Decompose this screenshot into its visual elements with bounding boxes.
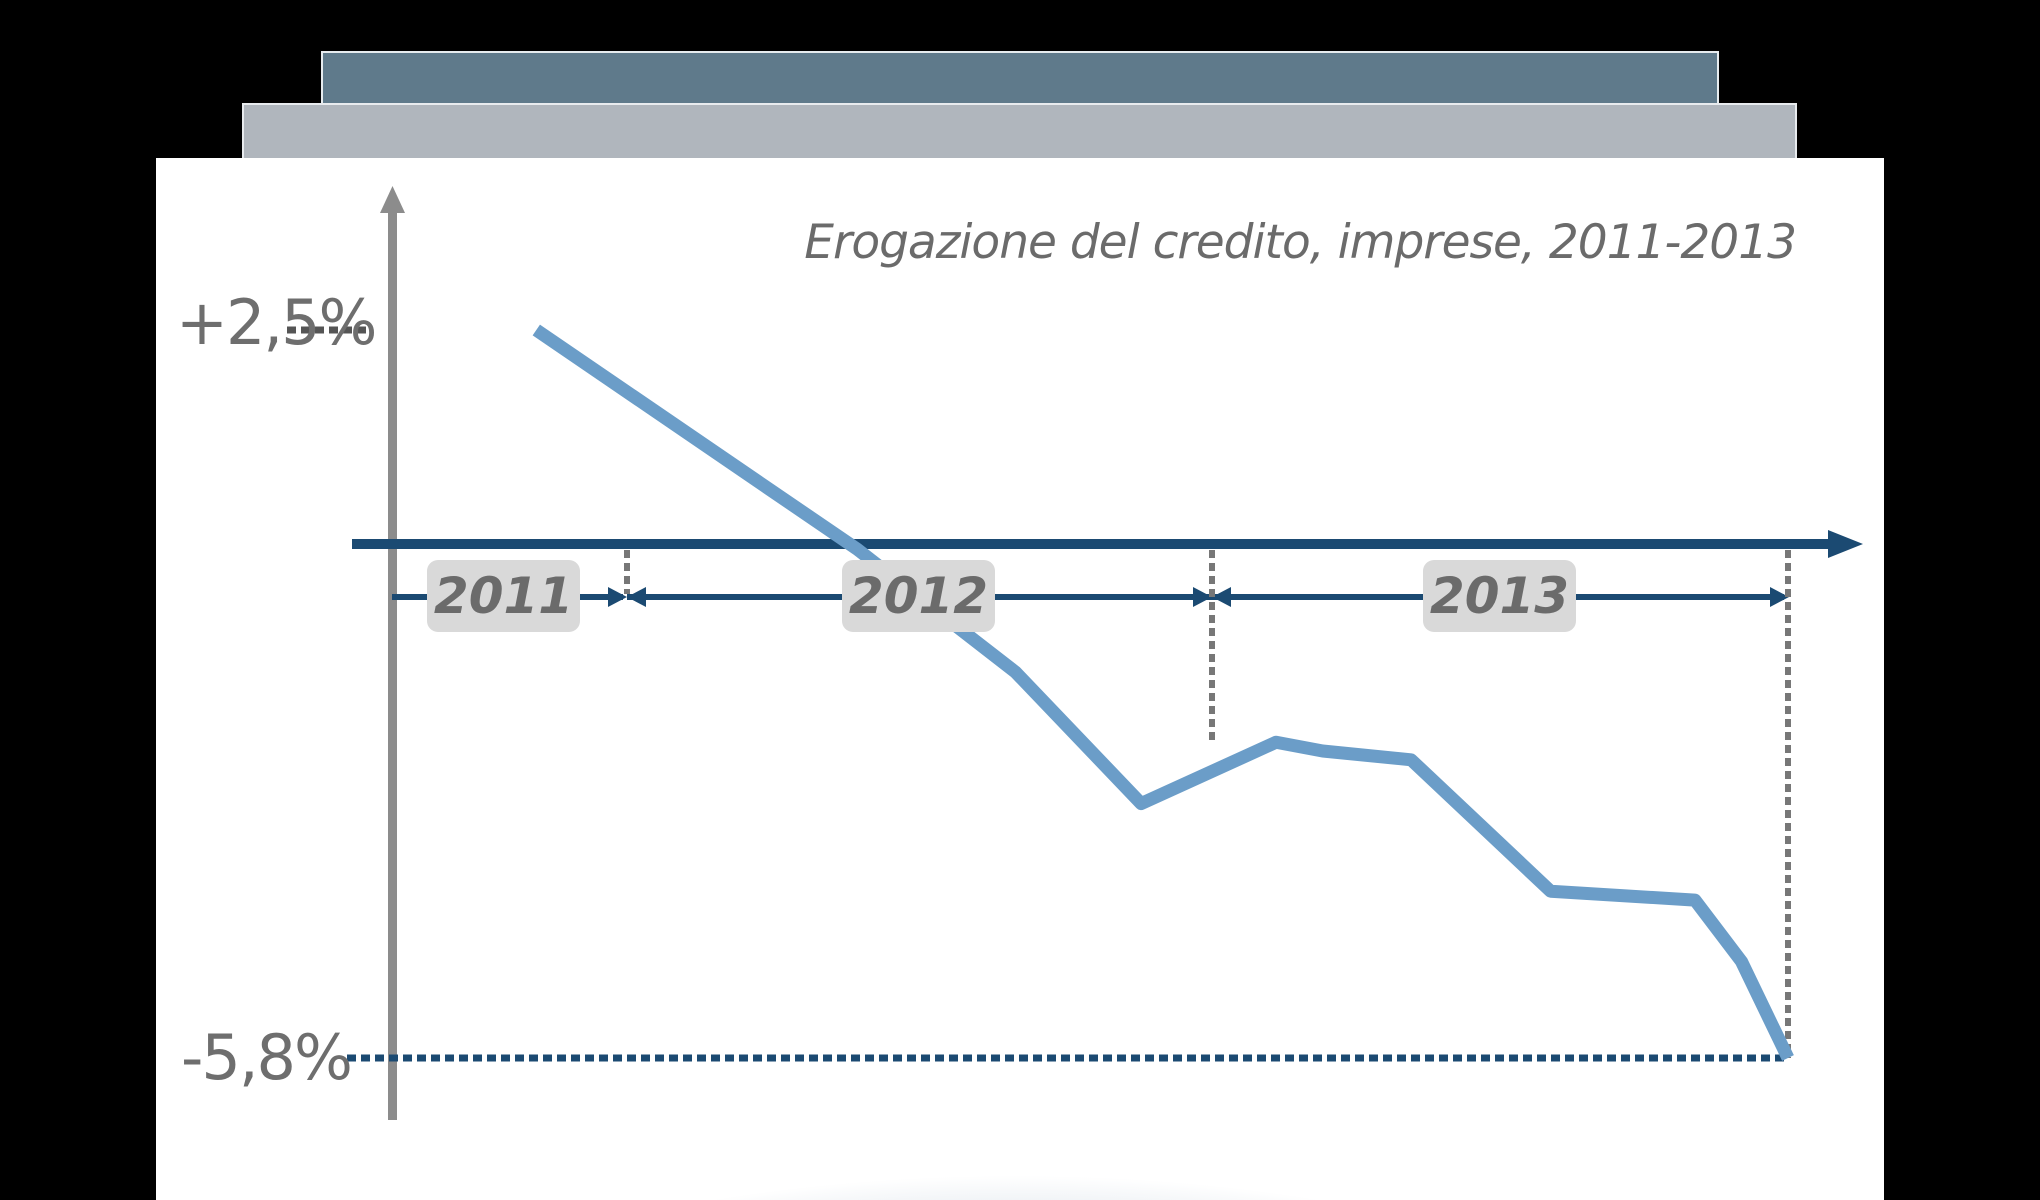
- series-line: [532, 324, 1794, 1061]
- y-axis: [380, 186, 405, 1120]
- y-min-label: -5,8%: [181, 1021, 353, 1094]
- line-chart: [287, 186, 1863, 1120]
- header-bar-dark: [321, 51, 1719, 103]
- x-axis-arrow-icon: [1828, 530, 1863, 558]
- y-max-label: +2,5%: [176, 286, 377, 359]
- year-badge-2013: 2013: [1423, 560, 1576, 632]
- header-bar-light: [242, 103, 1797, 158]
- x-axis: [352, 530, 1863, 558]
- chart-title: Erogazione del credito, imprese, 2011-20…: [804, 215, 1797, 270]
- bottom-radial-glow: [216, 978, 1816, 1200]
- year-badge-2012: 2012: [842, 560, 995, 632]
- year-brackets: [392, 587, 1789, 607]
- chart-panel: Erogazione del credito, imprese, 2011-20…: [156, 158, 1884, 1200]
- year-badge-2011: 2011: [427, 560, 580, 632]
- y-axis-arrow-icon: [380, 186, 405, 213]
- dotted-guides: [287, 326, 1791, 1062]
